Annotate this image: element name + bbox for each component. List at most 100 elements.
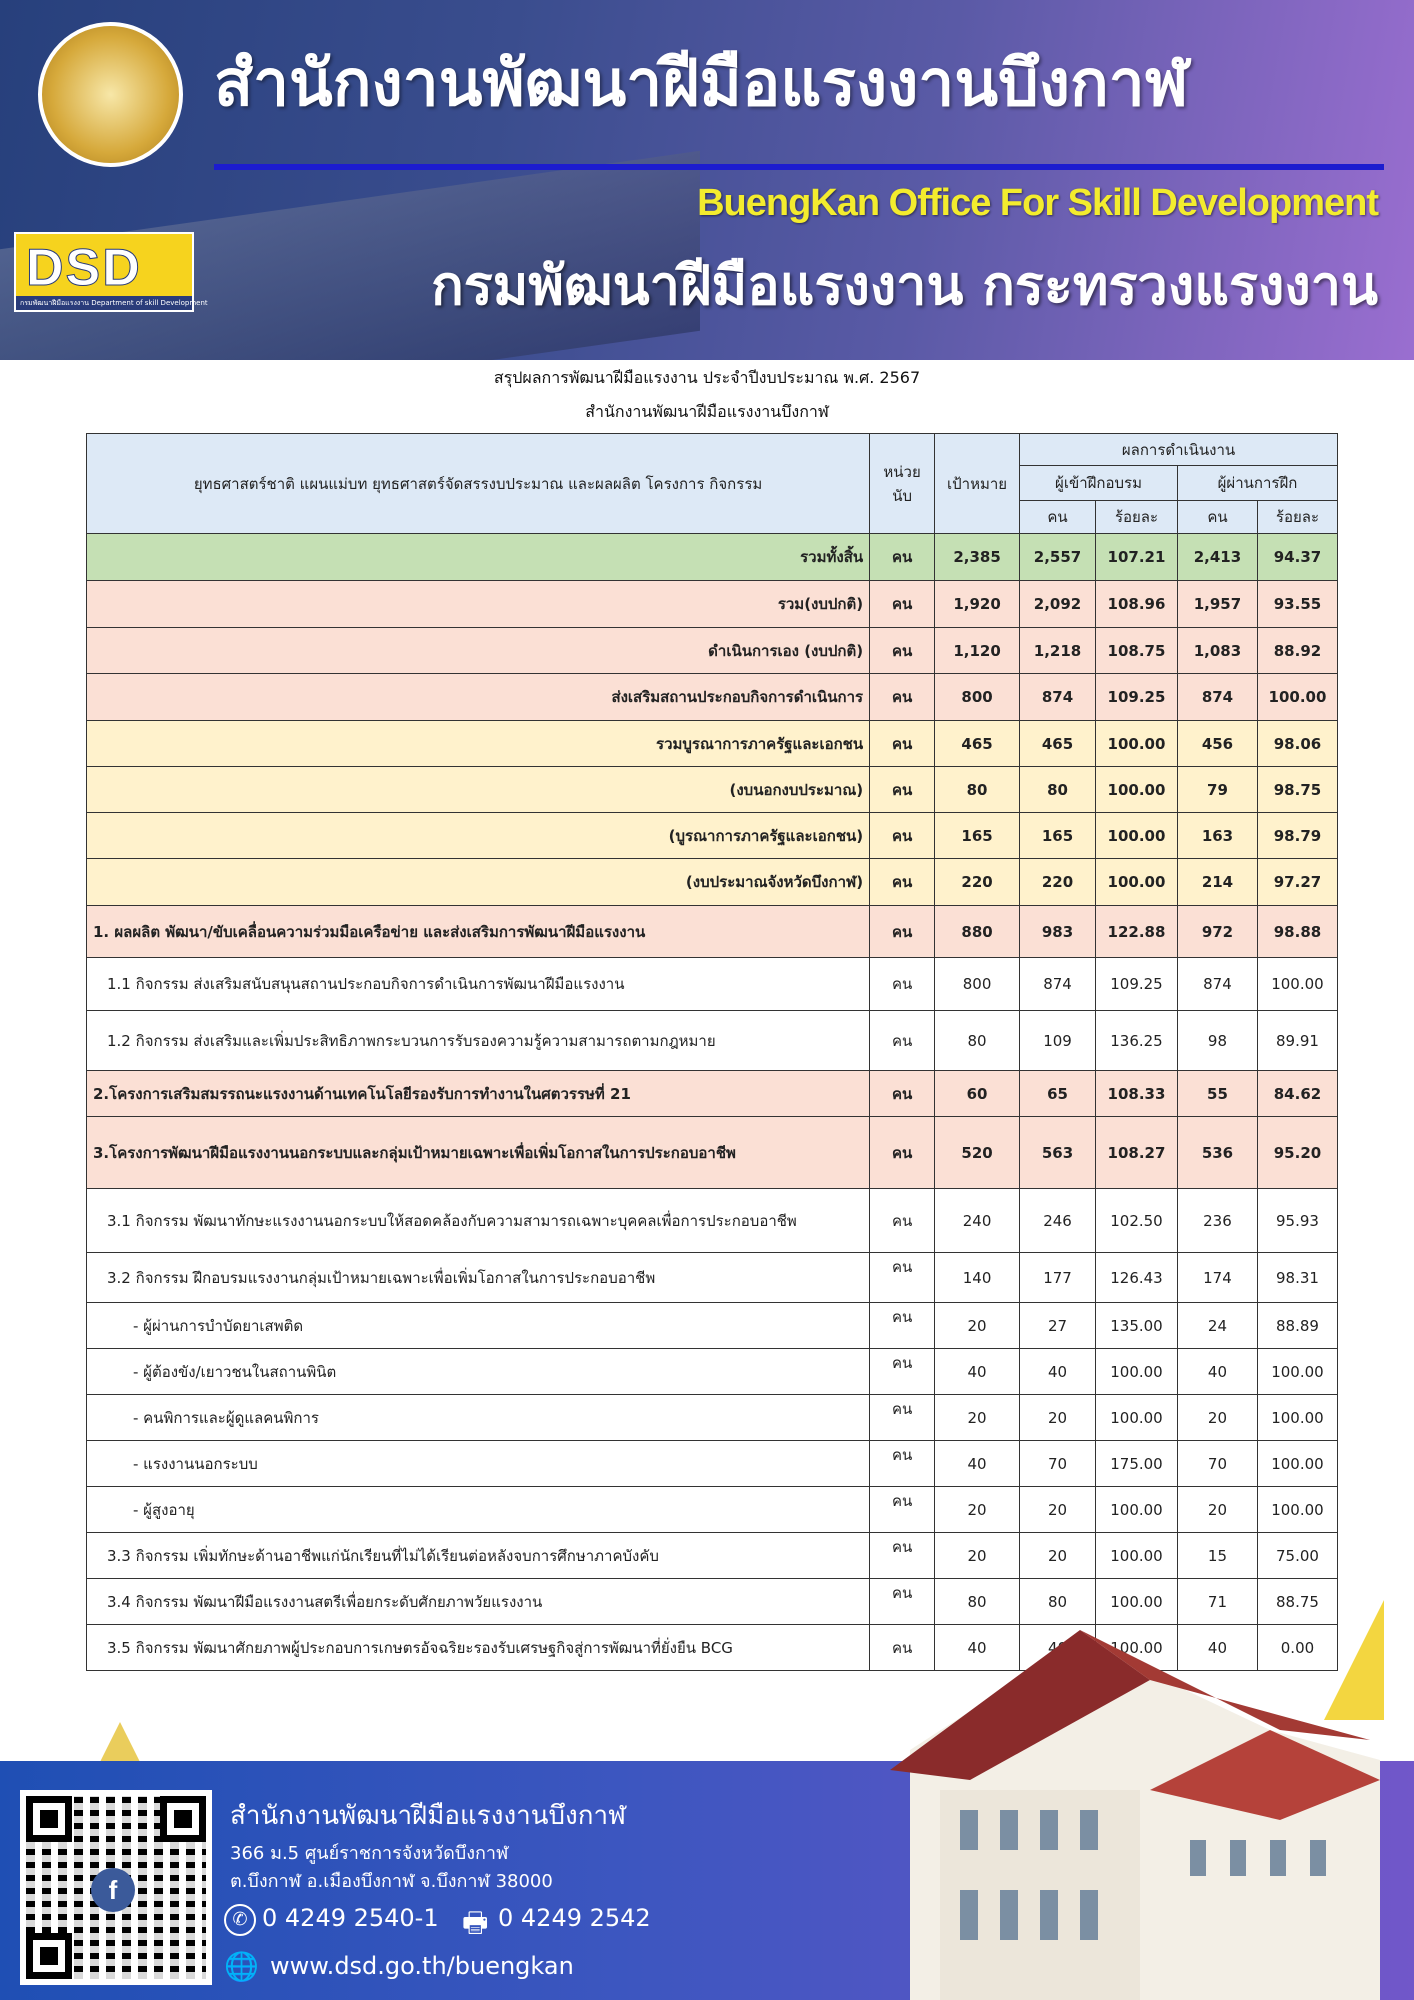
row-trainees-percent: 100.00	[1095, 812, 1178, 859]
qr-finder	[26, 1796, 72, 1842]
row-trainees-people: 80	[1019, 1578, 1096, 1625]
row-target: 520	[934, 1116, 1021, 1189]
dsd-logo-text: DSD	[26, 239, 142, 298]
row-passed-people: 20	[1176, 1394, 1258, 1441]
row-description: 3.โครงการพัฒนาฝีมือแรงงานนอกระบบและกลุ่ม…	[85, 1116, 871, 1189]
row-passed-people: 874	[1176, 673, 1258, 721]
row-description: - ผู้ต้องขัง/เยาวชนในสถานพินิต	[85, 1348, 871, 1395]
row-trainees-percent: 100.00	[1095, 1486, 1178, 1533]
footer-address-line1: 366 ม.5 ศูนย์ราชการจังหวัดบึงกาฬ	[230, 1843, 509, 1864]
row-passed-percent: 93.55	[1256, 580, 1339, 628]
row-description: รวมบูรณาการภาครัฐและเอกชน	[85, 720, 871, 767]
row-passed-people: 456	[1176, 720, 1258, 767]
dsd-logo: DSD กรมพัฒนาฝีมือแรงงาน Department of sk…	[14, 232, 208, 312]
row-unit: คน	[869, 1440, 936, 1487]
row-unit: คน	[869, 1578, 936, 1625]
department-title: กรมพัฒนาฝีมือแรงงาน กระทรวงแรงงาน	[431, 254, 1378, 317]
row-passed-percent: 97.27	[1256, 858, 1339, 906]
row-trainees-percent: 100.00	[1095, 720, 1178, 767]
table-row: - ผู้ต้องขัง/เยาวชนในสถานพินิต คน 40 40 100.…	[85, 1348, 1339, 1395]
row-target: 80	[934, 1010, 1021, 1071]
header-passed-people: คน	[1176, 500, 1258, 534]
row-description: 2.โครงการเสริมสมรรถนะแรงงานด้านเทคโนโลยี…	[85, 1070, 871, 1117]
row-trainees-percent: 100.00	[1095, 766, 1178, 813]
row-passed-people: 20	[1176, 1486, 1258, 1533]
row-trainees-percent: 136.25	[1095, 1010, 1178, 1071]
row-unit: คน	[869, 673, 936, 721]
table-row: - คนพิการและผู้ดูแลคนพิการ คน 20 20 100.00 20…	[85, 1394, 1339, 1441]
row-passed-people: 174	[1176, 1252, 1258, 1303]
row-trainees-percent: 107.21	[1095, 533, 1178, 581]
footer-phone[interactable]: 0 4249 2540-1	[262, 1904, 439, 1932]
row-description: - คนพิการและผู้ดูแลคนพิการ	[85, 1394, 871, 1441]
row-trainees-people: 177	[1019, 1252, 1096, 1303]
row-description: 3.2 กิจกรรม ฝึกอบรมแรงงานกลุ่มเป้าหมายเฉ…	[85, 1252, 871, 1303]
qr-finder	[26, 1933, 72, 1979]
row-passed-percent: 98.75	[1256, 766, 1339, 813]
row-description: ส่งเสริมสถานประกอบกิจการดำเนินการ	[85, 673, 871, 721]
row-target: 1,920	[934, 580, 1021, 628]
row-passed-people: 15	[1176, 1532, 1258, 1579]
table-row: - ผู้ผ่านการบำบัดยาเสพติด คน 20 27 135.00 24 8…	[85, 1302, 1339, 1349]
row-passed-percent: 100.00	[1256, 1486, 1339, 1533]
header-banner: DSD กรมพัฒนาฝีมือแรงงาน Department of sk…	[0, 0, 1414, 360]
row-passed-people: 536	[1176, 1116, 1258, 1189]
row-passed-people: 40	[1176, 1624, 1258, 1671]
row-trainees-people: 165	[1019, 812, 1096, 859]
row-target: 465	[934, 720, 1021, 767]
row-passed-percent: 88.89	[1256, 1302, 1339, 1349]
row-trainees-people: 465	[1019, 720, 1096, 767]
row-target: 2,385	[934, 533, 1021, 581]
qr-finder	[160, 1796, 206, 1842]
row-description: 3.4 กิจกรรม พัฒนาฝีมือแรงงานสตรีเพื่อยกร…	[85, 1578, 871, 1625]
row-passed-people: 972	[1176, 905, 1258, 958]
row-description: 3.5 กิจกรรม พัฒนาศักยภาพผู้ประกอบการเกษต…	[85, 1624, 871, 1671]
results-table: ยุทธศาสตร์ชาติ แผนแม่บท ยุทธศาสตร์จัดสรร…	[85, 433, 1339, 1671]
row-trainees-people: 1,218	[1019, 627, 1096, 674]
row-description: (งบประมาณจังหวัดบึงกาฬ)	[85, 858, 871, 906]
row-unit: คน	[869, 858, 936, 906]
row-description: 1. ผลผลิต พัฒนา/ขับเคลื่อนความร่วมมือเคร…	[85, 905, 871, 958]
row-passed-people: 163	[1176, 812, 1258, 859]
table-row: ดำเนินการเอง (งบปกติ) คน 1,120 1,218 108.75 1…	[85, 627, 1339, 674]
table-row: 2.โครงการเสริมสมรรถนะแรงงานด้านเทคโนโลยี…	[85, 1070, 1339, 1117]
row-passed-percent: 95.93	[1256, 1188, 1339, 1253]
table-row: 1.1 กิจกรรม ส่งเสริมสนับสนุนสถานประกอบกิ…	[85, 957, 1339, 1011]
header-passed-percent: ร้อยละ	[1256, 500, 1339, 534]
table-row: 3.5 กิจกรรม พัฒนาศักยภาพผู้ประกอบการเกษต…	[85, 1624, 1339, 1671]
row-trainees-percent: 126.43	[1095, 1252, 1178, 1303]
row-trainees-people: 20	[1019, 1394, 1096, 1441]
row-unit: คน	[869, 580, 936, 628]
table-row: 3.2 กิจกรรม ฝึกอบรมแรงงานกลุ่มเป้าหมายเฉ…	[85, 1252, 1339, 1303]
table-row: รวม(งบปกติ) คน 1,920 2,092 108.96 1,957 93.55	[85, 580, 1339, 628]
row-passed-people: 40	[1176, 1348, 1258, 1395]
table-row: - แรงงานนอกระบบ คน 40 70 175.00 70 100.00	[85, 1440, 1339, 1487]
row-trainees-people: 246	[1019, 1188, 1096, 1253]
row-trainees-percent: 108.96	[1095, 580, 1178, 628]
row-passed-percent: 98.31	[1256, 1252, 1339, 1303]
row-passed-percent: 100.00	[1256, 957, 1339, 1011]
row-description: (บูรณาการภาครัฐและเอกชน)	[85, 812, 871, 859]
row-trainees-people: 27	[1019, 1302, 1096, 1349]
row-unit: คน	[869, 1532, 936, 1579]
footer-address-line2: ต.บึงกาฬ อ.เมืองบึงกาฬ จ.บึงกาฬ 38000	[230, 1871, 553, 1892]
header-unit: หน่วยนับ	[869, 433, 936, 534]
row-passed-percent: 88.92	[1256, 627, 1339, 674]
row-trainees-percent: 175.00	[1095, 1440, 1178, 1487]
row-passed-percent: 94.37	[1256, 533, 1339, 581]
row-description: 1.2 กิจกรรม ส่งเสริมและเพิ่มประสิทธิภาพก…	[85, 1010, 871, 1071]
row-description: ดำเนินการเอง (งบปกติ)	[85, 627, 871, 674]
row-trainees-people: 220	[1019, 858, 1096, 906]
row-unit: คน	[869, 533, 936, 581]
row-trainees-people: 563	[1019, 1116, 1096, 1189]
row-passed-people: 2,413	[1176, 533, 1258, 581]
footer-website-link[interactable]: www.dsd.go.th/buengkan	[270, 1952, 574, 1980]
row-passed-percent: 100.00	[1256, 1440, 1339, 1487]
row-trainees-percent: 109.25	[1095, 957, 1178, 1011]
header-trainees-percent: ร้อยละ	[1095, 500, 1178, 534]
row-trainees-people: 80	[1019, 766, 1096, 813]
dsd-seal-logo	[38, 22, 183, 167]
row-trainees-people: 874	[1019, 673, 1096, 721]
report-title: สรุปผลการพัฒนาฝีมือแรงงาน ประจำปีงบประมา…	[493, 368, 921, 387]
table-row: 3.4 กิจกรรม พัฒนาฝีมือแรงงานสตรีเพื่อยกร…	[85, 1578, 1339, 1625]
